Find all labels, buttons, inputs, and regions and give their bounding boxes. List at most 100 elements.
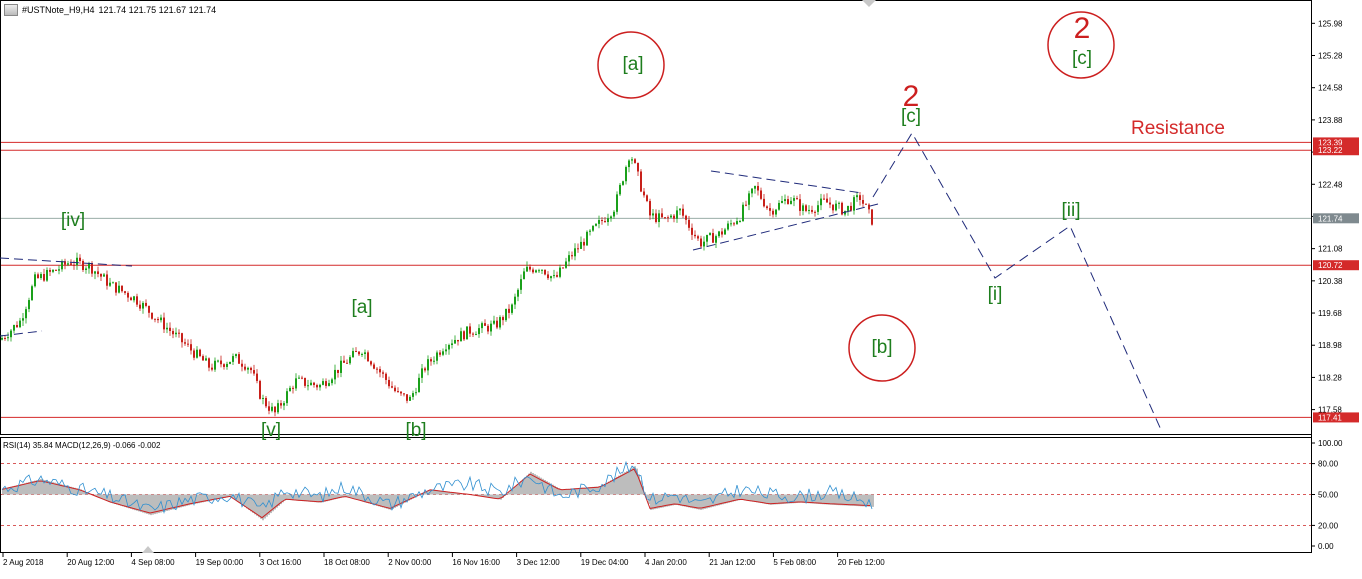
chart-shift-marker[interactable] <box>862 0 876 7</box>
candle-body <box>568 255 570 261</box>
candle-body <box>304 378 306 386</box>
time-tick-label: 19 Sep 00:00 <box>196 558 244 567</box>
candle-body <box>853 197 855 210</box>
candle-body <box>184 342 186 343</box>
macd-histogram-bar <box>602 485 604 494</box>
macd-histogram-bar <box>622 473 624 494</box>
macd-histogram-bar <box>376 495 378 506</box>
candle-body <box>472 334 474 335</box>
candle-body <box>532 270 534 273</box>
candle-body <box>508 309 510 313</box>
candle-body <box>139 305 141 309</box>
macd-histogram-bar <box>38 480 40 495</box>
candle-body <box>385 374 387 380</box>
candle-body <box>553 275 555 276</box>
candle-body <box>457 340 459 341</box>
candle-body <box>400 392 402 394</box>
candle-body <box>604 221 606 222</box>
candle-body <box>772 211 774 215</box>
candle-body <box>331 379 333 383</box>
candle-body <box>655 213 657 222</box>
candle-body <box>790 201 792 204</box>
macd-histogram-bar <box>694 495 696 509</box>
candle-body <box>592 226 594 231</box>
candle-body <box>478 328 480 334</box>
candle-body <box>511 305 513 313</box>
candle-body <box>754 186 756 189</box>
candle-body <box>13 325 15 331</box>
chart-window-icon <box>4 4 18 16</box>
time-tick-label: 21 Jan 12:00 <box>709 558 756 567</box>
time-tick-label: 2 Nov 00:00 <box>388 558 432 567</box>
candle-body <box>406 394 408 401</box>
candle-body <box>469 326 471 333</box>
candle-body <box>265 398 267 406</box>
candle-body <box>820 199 822 206</box>
candle-body <box>499 317 501 327</box>
macd-histogram-bar <box>832 495 834 505</box>
candle-body <box>718 231 720 236</box>
candle-body <box>4 338 6 339</box>
candle-body <box>832 205 834 211</box>
candle-body <box>538 270 540 271</box>
candle-body <box>730 223 732 224</box>
candle-body <box>226 364 228 367</box>
candle-body <box>232 356 234 362</box>
candle-body <box>103 274 105 276</box>
macd-histogram-bar <box>768 495 770 505</box>
macd-histogram-bar <box>620 474 622 494</box>
candle-body <box>382 372 384 373</box>
price-tick-label: 122.48 <box>1318 180 1343 189</box>
candle-body <box>157 319 159 320</box>
candle-body <box>706 235 708 242</box>
candle-body <box>436 352 438 360</box>
candle-body <box>286 391 288 403</box>
candle-body <box>862 200 864 204</box>
macd-histogram-bar <box>524 477 526 494</box>
candle-body <box>490 324 492 332</box>
macd-histogram-bar <box>24 483 26 494</box>
candle-body <box>826 199 828 203</box>
candle-body <box>58 269 60 270</box>
candle-body <box>496 321 498 328</box>
wave-i-label: [i] <box>988 284 1003 305</box>
candle-body <box>595 224 597 226</box>
price-tick-label: 118.98 <box>1318 341 1342 350</box>
candle-body <box>76 258 78 265</box>
macd-histogram-bar <box>152 495 154 515</box>
candle-body <box>91 263 93 273</box>
candle-body <box>742 205 744 221</box>
candle-body <box>517 290 519 297</box>
candle-body <box>796 198 798 199</box>
candle-body <box>868 205 870 210</box>
macd-histogram-bar <box>632 467 634 494</box>
macd-histogram-bar <box>20 484 22 494</box>
candle-body <box>106 274 108 285</box>
candle-body <box>376 369 378 370</box>
candle-body <box>109 283 111 286</box>
time-tick-label: 3 Dec 12:00 <box>517 558 561 567</box>
candle-body <box>253 370 255 374</box>
candle-body <box>16 325 18 327</box>
candle-body <box>199 350 201 356</box>
macd-histogram-bar <box>384 495 386 509</box>
candle-body <box>811 210 813 212</box>
candle-body <box>574 248 576 256</box>
candle-body <box>154 319 156 320</box>
macd-histogram-bar <box>526 476 528 495</box>
candle-body <box>625 167 627 181</box>
candle-body <box>601 220 603 221</box>
candle-body <box>271 407 273 411</box>
resistance-label: Resistance <box>1131 118 1225 139</box>
macd-histogram-bar <box>252 495 254 513</box>
candle-body <box>505 309 507 320</box>
candle-body <box>562 268 564 269</box>
candle-body <box>244 367 246 370</box>
candle-body <box>658 213 660 222</box>
candle-body <box>631 159 633 160</box>
candle-body <box>439 352 441 354</box>
macd-histogram-bar <box>624 472 626 494</box>
candle-body <box>691 228 693 235</box>
